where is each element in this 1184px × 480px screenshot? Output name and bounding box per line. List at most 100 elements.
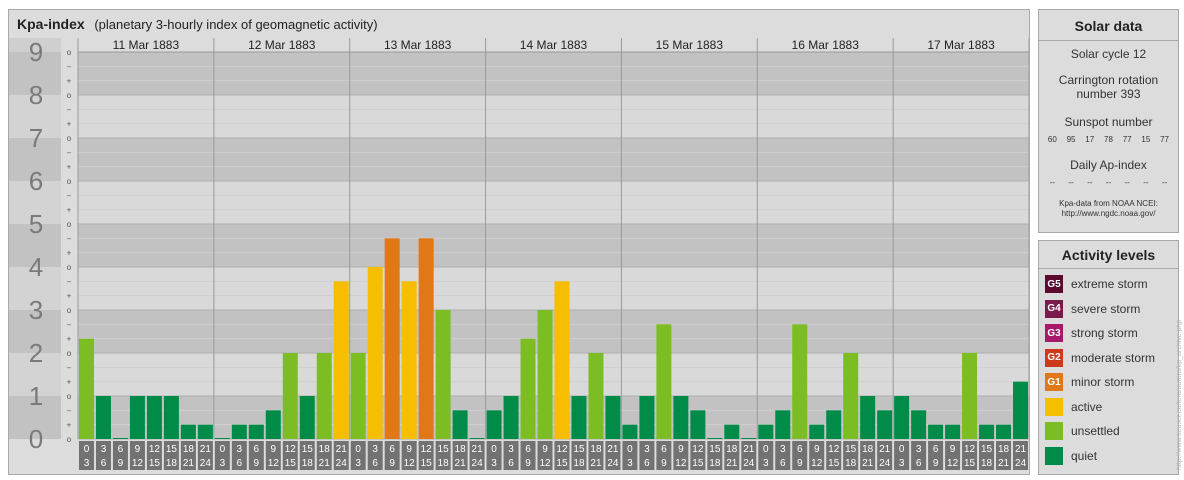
- sunspot-value: 77: [1122, 135, 1132, 144]
- kp-bar: [741, 438, 757, 439]
- kp-bar: [401, 281, 417, 439]
- interval-cell: [588, 441, 604, 470]
- y-sub-label: −: [67, 105, 72, 114]
- activity-level-swatch: G3: [1045, 324, 1063, 343]
- interval-start-label: 18: [319, 444, 331, 455]
- interval-end-label: 6: [508, 458, 514, 469]
- interval-end-label: 6: [644, 458, 650, 469]
- interval-cell: [877, 441, 893, 470]
- interval-start-label: 15: [438, 444, 450, 455]
- kp-bar: [945, 424, 961, 439]
- sunspot-values: 60 95 17 78 77 15 77: [1039, 135, 1178, 144]
- y-axis-band: [9, 95, 61, 138]
- y-axis-band: [9, 138, 61, 181]
- y-sub-label: −: [67, 277, 72, 286]
- kp-bar: [316, 353, 332, 439]
- y-axis-band: [9, 353, 61, 396]
- kp-bar: [707, 438, 723, 439]
- y-sub-label: +: [67, 378, 72, 387]
- ap-value: --: [1161, 178, 1168, 187]
- y-axis-band: [9, 396, 61, 439]
- interval-cell: [928, 441, 944, 470]
- site-credit: http://www.tieuser.eu/tera/aurora/kp_arc…: [1176, 319, 1183, 470]
- interval-end-label: 6: [916, 458, 922, 469]
- y-sub-label: +: [67, 249, 72, 258]
- y-sub-label: −: [67, 320, 72, 329]
- kp-bar: [537, 310, 553, 439]
- interval-cell: [418, 441, 434, 470]
- kp-bar: [775, 410, 791, 439]
- interval-cell: [741, 441, 757, 470]
- interval-end-label: 24: [607, 458, 619, 469]
- interval-end-label: 12: [811, 458, 823, 469]
- interval-cell: [520, 441, 536, 470]
- interval-cell: [231, 441, 247, 470]
- interval-start-label: 6: [118, 444, 124, 455]
- interval-end-label: 18: [302, 458, 314, 469]
- interval-end-label: 9: [118, 458, 124, 469]
- interval-end-label: 15: [692, 458, 704, 469]
- interval-cell: [469, 441, 485, 470]
- kp-bar: [656, 324, 672, 439]
- y-sub-label: −: [67, 406, 72, 415]
- interval-start-label: 21: [743, 444, 755, 455]
- y-sub-label: o: [67, 349, 72, 358]
- y-axis-label: 4: [29, 252, 43, 282]
- interval-end-label: 12: [539, 458, 551, 469]
- interval-start-label: 9: [135, 444, 141, 455]
- interval-end-label: 21: [998, 458, 1010, 469]
- interval-end-label: 21: [319, 458, 331, 469]
- interval-end-label: 3: [84, 458, 90, 469]
- day-label: 12 Mar 1883: [248, 38, 316, 52]
- source-link[interactable]: http://www.ngdc.noaa.gov/: [1061, 209, 1156, 218]
- interval-start-label: 9: [678, 444, 684, 455]
- interval-start-label: 12: [692, 444, 704, 455]
- interval-end-label: 3: [491, 458, 497, 469]
- interval-start-label: 18: [455, 444, 467, 455]
- interval-end-label: 6: [237, 458, 243, 469]
- y-sub-label: +: [67, 163, 72, 172]
- y-axis-label: 5: [29, 209, 43, 239]
- day-label: 17 Mar 1883: [927, 38, 995, 52]
- sunspot-value: 78: [1104, 135, 1113, 144]
- interval-cell: [197, 441, 213, 470]
- interval-end-label: 18: [981, 458, 993, 469]
- y-axis-label: 9: [29, 37, 43, 67]
- interval-cell: [180, 441, 196, 470]
- source-line-1: Kpa-data from NOAA NCEI:: [1059, 199, 1158, 208]
- interval-start-label: 6: [525, 444, 531, 455]
- y-sub-label: +: [67, 77, 72, 86]
- y-sub-label: o: [67, 177, 72, 186]
- interval-cell: [792, 441, 808, 470]
- y-sub-label: −: [67, 62, 72, 71]
- activity-levels-list: G5 extreme storm G4 severe storm G3 strong st…: [1039, 269, 1178, 468]
- activity-level-label: extreme storm: [1071, 277, 1148, 292]
- kp-bar: [1013, 381, 1028, 439]
- kp-bar: [384, 238, 400, 439]
- kp-bar: [503, 396, 519, 439]
- interval-cell: [503, 441, 519, 470]
- activity-level-swatch: [1045, 422, 1063, 441]
- interval-start-label: 6: [933, 444, 939, 455]
- interval-start-label: 12: [828, 444, 840, 455]
- kp-bar: [996, 424, 1012, 439]
- kp-bar: [911, 410, 927, 439]
- interval-cell: [350, 441, 366, 470]
- activity-level-item: G3 strong storm: [1039, 321, 1178, 346]
- interval-end-label: 21: [455, 458, 467, 469]
- interval-end-label: 12: [947, 458, 959, 469]
- kp-bar: [877, 410, 893, 439]
- interval-start-label: 18: [998, 444, 1010, 455]
- interval-cell: [571, 441, 587, 470]
- interval-cell: [282, 441, 298, 470]
- activity-levels-heading: Activity levels: [1039, 241, 1178, 269]
- kp-bar: [690, 410, 706, 439]
- interval-cell: [95, 441, 111, 470]
- interval-cell: [163, 441, 179, 470]
- y-axis-label: 7: [29, 123, 43, 153]
- interval-cell: [435, 441, 451, 470]
- interval-start-label: 15: [302, 444, 314, 455]
- kp-bar: [928, 424, 944, 439]
- activity-level-item: quiet: [1039, 444, 1178, 469]
- interval-start-label: 9: [542, 444, 548, 455]
